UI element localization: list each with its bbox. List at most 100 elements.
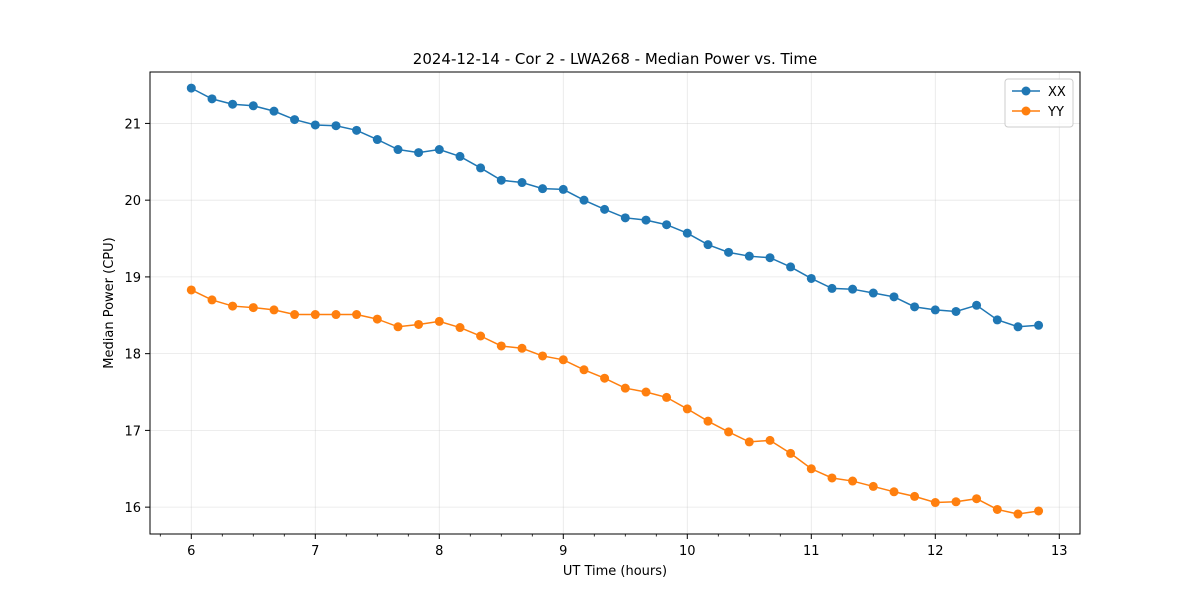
data-point-xx [848,284,858,294]
x-tick-label: 13 [1051,544,1068,559]
data-point-xx [331,121,341,131]
data-point-yy [393,322,403,332]
x-axis-label: UT Time (hours) [563,564,667,579]
data-point-yy [228,301,238,311]
data-point-xx [207,94,217,104]
data-point-xx [414,148,424,158]
data-point-yy [207,295,217,305]
data-point-xx [827,283,837,293]
legend-item-yy: YY [1012,105,1064,120]
plot-frame [149,71,1081,535]
data-point-xx [186,83,196,93]
data-point-yy [290,310,300,320]
data-point-xx [972,300,982,310]
data-point-yy [972,494,982,504]
data-point-yy [476,331,486,341]
data-point-xx [352,125,362,135]
data-point-xx [476,163,486,173]
data-point-yy [744,437,754,447]
data-point-xx [765,253,775,263]
data-point-yy [579,365,589,375]
data-point-yy [662,392,672,402]
data-point-xx [228,99,238,109]
data-point-xx [600,204,610,214]
data-point-yy [641,387,651,397]
data-point-yy [248,303,258,313]
data-point-xx [744,251,754,261]
data-point-yy [620,383,630,393]
data-point-yy [868,481,878,491]
data-point-xx [662,220,672,230]
data-point-xx [455,151,465,161]
data-point-yy [517,343,527,353]
data-point-xx [951,306,961,316]
data-point-yy [703,416,713,426]
legend-label: YY [1047,105,1064,120]
data-point-yy [930,498,940,508]
y-tick-label: 20 [124,194,141,209]
data-point-yy [434,316,444,326]
y-tick-label: 19 [124,271,141,286]
data-point-xx [889,292,899,302]
data-point-yy [786,448,796,458]
data-point-yy [1034,506,1044,516]
data-point-yy [806,464,816,474]
y-tick-label: 16 [124,501,141,516]
data-point-yy [331,310,341,320]
y-tick-label: 17 [124,424,141,439]
data-point-xx [496,175,506,185]
x-tick-label: 7 [311,544,319,559]
legend: XX YY [1004,78,1074,128]
legend-item-xx: XX [1012,85,1066,100]
data-point-xx [724,247,734,257]
data-point-xx [786,262,796,272]
data-point-yy [496,341,506,351]
series-yy [186,285,1044,519]
data-point-yy [600,373,610,383]
data-point-xx [992,315,1002,325]
data-point-xx [806,273,816,283]
data-point-yy [352,310,362,320]
data-point-yy [1013,509,1023,519]
data-point-yy [724,427,734,437]
data-point-xx [434,145,444,155]
data-point-xx [1013,322,1023,332]
data-point-xx [620,213,630,223]
data-point-xx [248,101,258,111]
data-point-xx [682,228,692,238]
legend-marker [1021,86,1031,96]
data-point-yy [186,285,196,295]
data-point-xx [290,115,300,125]
x-tick-label: 8 [435,544,443,559]
data-point-xx [538,184,548,194]
x-tick-label: 6 [187,544,195,559]
data-point-yy [992,504,1002,514]
data-point-yy [910,491,920,501]
axes: 6 7 8 9 10 11 12 13 16 17 18 19 20 21 [124,117,1067,559]
data-point-yy [455,323,465,333]
data-point-xx [910,302,920,312]
legend-label: XX [1048,85,1066,100]
series-line-yy [190,289,1039,515]
y-tick-label: 18 [124,348,141,363]
series-layer [186,83,1044,519]
data-point-yy [372,314,382,324]
data-point-xx [393,145,403,155]
y-axis-label: Median Power (CPU) [102,237,117,368]
x-tick-label: 12 [927,544,944,559]
data-point-xx [310,120,320,130]
data-point-xx [641,215,651,225]
data-point-xx [517,178,527,188]
x-tick-label: 11 [803,544,820,559]
data-point-yy [951,497,961,507]
data-point-yy [848,476,858,486]
data-point-yy [269,305,279,315]
data-point-yy [414,319,424,329]
data-point-yy [558,355,568,365]
data-point-yy [310,310,320,320]
data-point-yy [765,435,775,445]
data-point-yy [889,487,899,497]
chart-title: 2024-12-14 - Cor 2 - LWA268 - Median Pow… [413,50,817,68]
y-tick-label: 21 [124,117,141,132]
